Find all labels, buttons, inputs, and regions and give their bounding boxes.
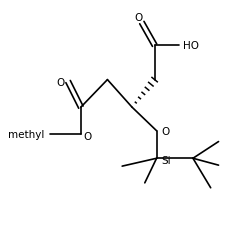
Text: O: O xyxy=(135,12,143,22)
Text: methyl: methyl xyxy=(8,129,44,139)
Text: O: O xyxy=(162,126,170,136)
Text: Si: Si xyxy=(162,155,171,166)
Text: O: O xyxy=(84,131,92,141)
Text: HO: HO xyxy=(183,41,199,51)
Text: O: O xyxy=(56,77,64,87)
